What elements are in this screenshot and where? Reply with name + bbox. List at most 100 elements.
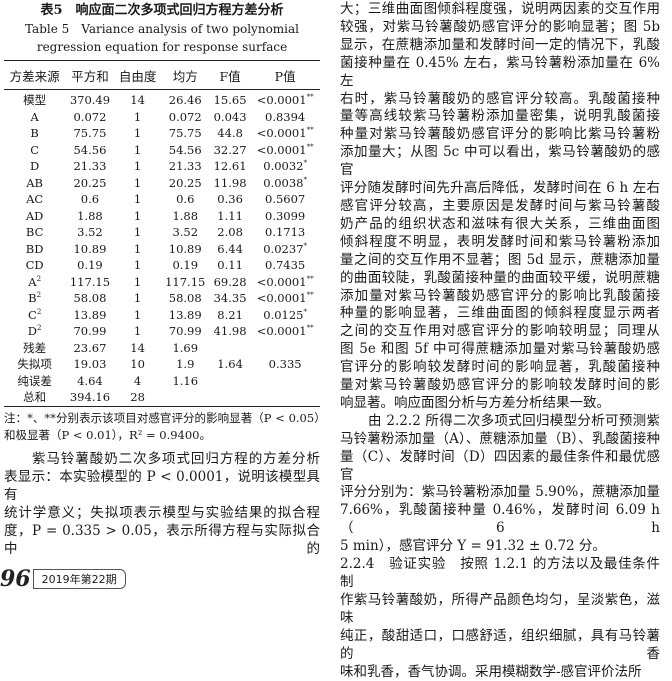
cell-text: <0.0001 xyxy=(256,93,307,108)
cell-ss: 1.88 xyxy=(65,208,114,225)
superscript: 2 xyxy=(36,307,42,316)
cell-df: 14 xyxy=(115,90,161,109)
table-row: B2 58.08 1 58.08 34.35 <0.0001** xyxy=(4,290,320,307)
table-row: D 21.33 1 21.33 12.61 0.0032* xyxy=(4,158,320,175)
cell-text: 8.21 xyxy=(217,307,243,322)
cell-text: 1 xyxy=(133,307,142,322)
cell-text: 3.52 xyxy=(77,225,103,240)
cell-text: 1 xyxy=(133,192,142,207)
cell-p xyxy=(250,373,320,390)
cell-src: 总和 xyxy=(4,389,65,406)
cell-f: 6.44 xyxy=(210,241,250,258)
text-line: 作紫马铃薯酸奶，所得产品颜色均匀，呈淡紫色，滋味 xyxy=(340,591,660,626)
cell-f xyxy=(210,373,250,390)
cell-ms: 0.19 xyxy=(161,257,210,274)
cell-f: 41.98 xyxy=(210,323,250,340)
cell-text: 19.03 xyxy=(73,357,107,372)
cell-text: 23.67 xyxy=(73,340,107,355)
table-row: A2 117.15 1 117.15 69.28 <0.0001** xyxy=(4,274,320,291)
cell-text: 模型 xyxy=(23,93,47,108)
cell-df: 14 xyxy=(115,340,161,357)
cell-text: 1.16 xyxy=(172,373,199,388)
superscript: 2 xyxy=(36,291,42,300)
cell-text: 1.11 xyxy=(217,208,243,223)
cell-text: <0.0001 xyxy=(256,291,307,306)
cell-ss: 10.89 xyxy=(65,241,114,258)
text-line: 量之间的交互作用不显著；图 5d 显示，蔗糖添加量 xyxy=(340,251,660,268)
cell-ss: 4.64 xyxy=(65,373,114,390)
text-line: 种量的影响显著，三维曲面图的倾斜程度显示两者 xyxy=(340,305,660,322)
cell-ss: 70.99 xyxy=(65,323,114,340)
cell-f: 8.21 xyxy=(210,307,250,324)
cell-ms: 58.08 xyxy=(161,290,210,307)
cell-df: 4 xyxy=(115,373,161,390)
cell-text: 1.88 xyxy=(172,208,199,223)
cell-src: BC xyxy=(4,224,65,241)
cell-p: <0.0001** xyxy=(250,142,320,159)
cell-ms: 21.33 xyxy=(161,158,210,175)
cell-text: 0.19 xyxy=(172,258,199,273)
significance-mark: ** xyxy=(306,274,314,283)
text-line: 5 min），感官评分 Y = 91.32 ± 0.72 分。 xyxy=(340,538,606,555)
text-line: 度，P = 0.335 > 0.05，表示所得方程与实际拟合中的 xyxy=(4,522,320,557)
cell-p: 0.8394 xyxy=(250,109,320,126)
table-row: 纯误差 4.64 4 1.16 xyxy=(4,373,320,390)
cell-text: 0.36 xyxy=(217,192,243,207)
cell-f: 44.8 xyxy=(210,125,250,142)
cell-text: 58.08 xyxy=(73,291,107,306)
cell-text: 117.15 xyxy=(69,274,111,289)
table-row: AB 20.25 1 20.25 11.98 0.0038* xyxy=(4,175,320,192)
cell-src: D xyxy=(4,158,65,175)
significance-mark: * xyxy=(303,307,308,316)
table-row: 失拟项 19.03 10 1.9 1.64 0.335 xyxy=(4,356,320,373)
cell-text: 4.64 xyxy=(77,373,103,388)
cell-text: 0.8394 xyxy=(265,109,306,124)
cell-df: 1 xyxy=(115,208,161,225)
cell-text: 15.65 xyxy=(213,93,247,108)
column-header: F值 xyxy=(219,68,241,84)
issue-label: 2019年第22期 xyxy=(32,568,126,589)
cell-text: 1 xyxy=(133,241,142,256)
table-row: C2 13.89 1 13.89 8.21 0.0125* xyxy=(4,307,320,324)
cell-text: 3.52 xyxy=(172,225,199,240)
cell-f: 69.28 xyxy=(210,274,250,291)
cell-ms: 3.52 xyxy=(161,224,210,241)
cell-text: 0.11 xyxy=(217,258,243,273)
cell-p: <0.0001** xyxy=(250,274,320,291)
cell-text: 10.89 xyxy=(73,241,107,256)
text-line: 2.2.4 验证实验 按照 1.2.1 的方法以及最佳条件制 xyxy=(340,556,660,590)
cell-text: D xyxy=(30,159,40,174)
cell-df: 1 xyxy=(115,175,161,192)
cell-p: <0.0001** xyxy=(250,323,320,340)
cell-text: 10.89 xyxy=(168,241,202,256)
cell-text: 1.69 xyxy=(172,340,199,355)
cell-text: C xyxy=(30,142,40,157)
cell-src: 残差 xyxy=(4,340,65,357)
cell-ms: 20.25 xyxy=(161,175,210,192)
cell-text: 14 xyxy=(130,93,145,108)
text-line: 评分分别为：紫马铃薯粉添加量 5.90%，蔗糖添加量 xyxy=(340,484,660,501)
cell-text: 1 xyxy=(133,126,142,141)
cell-text: BD xyxy=(25,241,44,256)
text-line: 由 2.2.2 所得二次多项式回归模型分析可预测紫 xyxy=(368,412,660,429)
significance-mark: ** xyxy=(306,93,314,102)
cell-src: A2 xyxy=(4,274,65,291)
cell-text: 0.6 xyxy=(80,192,100,207)
cell-src: 失拟项 xyxy=(4,356,65,373)
cell-ss: 54.56 xyxy=(65,142,114,159)
cell-p xyxy=(250,389,320,406)
cell-ss: 0.19 xyxy=(65,257,114,274)
table-title-en-2: regression equation for response surface xyxy=(36,40,288,54)
significance-mark: * xyxy=(303,241,308,250)
cell-text: 0.7435 xyxy=(265,258,306,273)
cell-text: AB xyxy=(26,175,44,190)
cell-text: 20.25 xyxy=(73,175,107,190)
cell-src: B xyxy=(4,125,65,142)
cell-text: 1 xyxy=(133,225,142,240)
significance-mark: * xyxy=(303,159,308,168)
cell-text: 0.5607 xyxy=(265,192,306,207)
cell-src: 模型 xyxy=(4,90,65,109)
cell-f: 34.35 xyxy=(210,290,250,307)
cell-ms: 54.56 xyxy=(161,142,210,159)
table-row: B 75.75 1 75.75 44.8 <0.0001** xyxy=(4,125,320,142)
